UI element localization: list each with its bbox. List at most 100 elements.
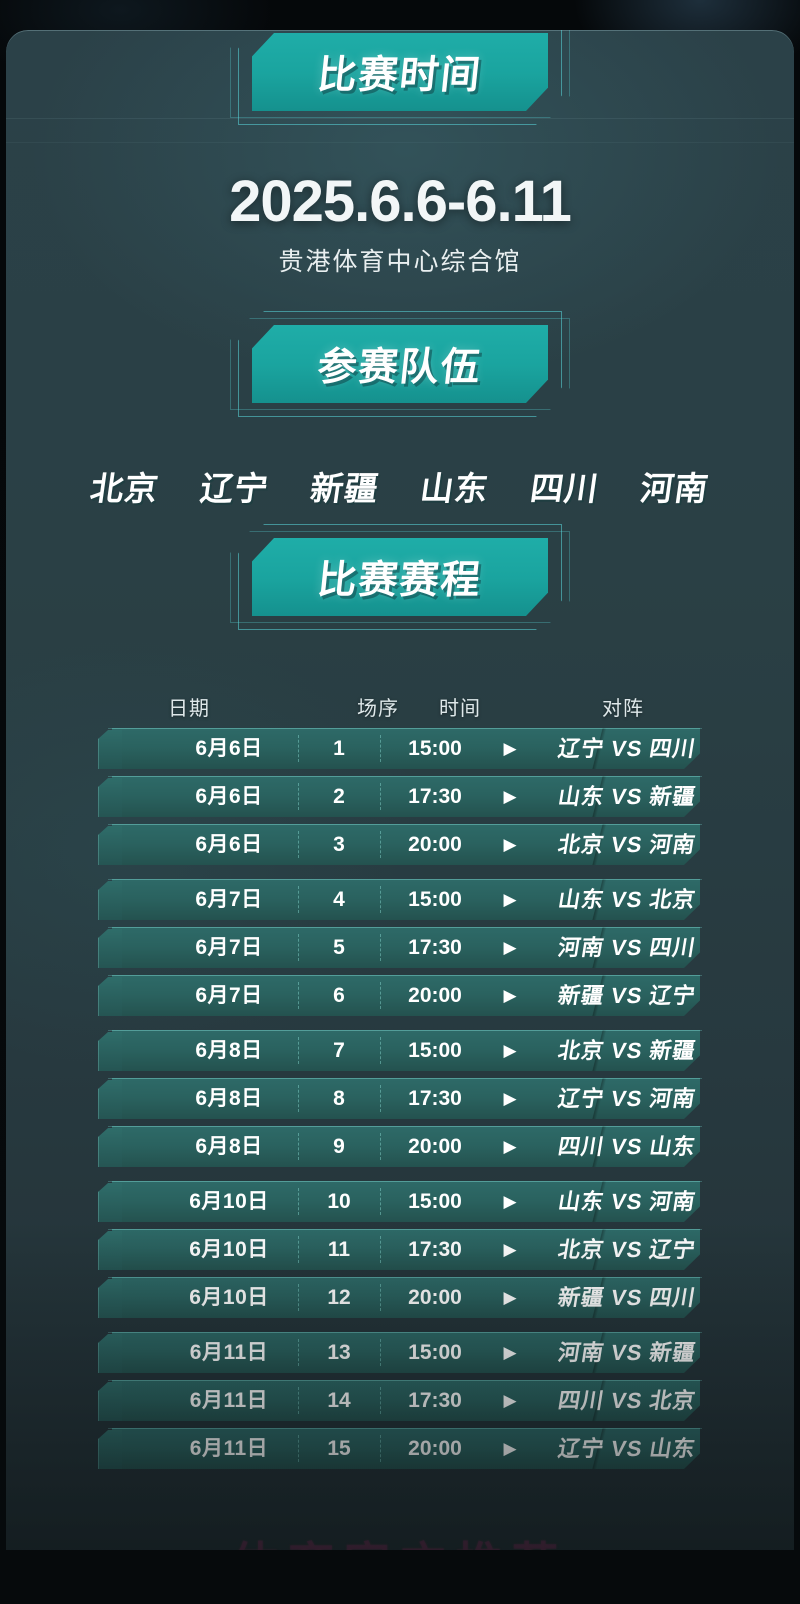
- cell-time: 15:00: [408, 737, 462, 760]
- section-title-schedule: 比赛赛程: [315, 559, 484, 602]
- table-row[interactable]: 6月7日 5 17:30 ▶ 河南 VS 四川: [98, 927, 714, 968]
- cell-matchup: 河南 VS 新疆: [535, 1332, 719, 1373]
- row-notch-decoration: [98, 826, 122, 865]
- cell-matchup: 辽宁 VS 四川: [535, 728, 719, 769]
- vs-label: VS: [609, 1134, 645, 1159]
- team-home: 辽宁: [556, 1086, 607, 1111]
- badge-fill: [252, 325, 548, 403]
- vs-label: VS: [609, 784, 645, 809]
- team-name: 河南: [638, 470, 712, 507]
- table-row[interactable]: 6月10日 11 17:30 ▶ 北京 VS 辽宁: [98, 1229, 714, 1270]
- cell-matchup: 山东 VS 河南: [535, 1181, 719, 1222]
- cell-matchup: 北京 VS 新疆: [535, 1030, 719, 1071]
- cell-date: 6月6日: [195, 785, 263, 808]
- row-background: [112, 1380, 700, 1421]
- play-triangle-icon: ▶: [503, 1439, 517, 1458]
- cell-time: 20:00: [408, 1286, 462, 1309]
- table-row[interactable]: 6月8日 7 15:00 ▶ 北京 VS 新疆: [98, 1030, 714, 1071]
- cell-match-number: 13: [327, 1341, 351, 1364]
- table-row[interactable]: 6月11日 13 15:00 ▶ 河南 VS 新疆: [98, 1332, 714, 1373]
- team-home: 山东: [556, 887, 607, 912]
- cell-date: 6月8日: [195, 1135, 263, 1158]
- cell-matchup: 北京 VS 河南: [535, 824, 719, 865]
- vs-label: VS: [609, 736, 645, 761]
- cell-date: 6月7日: [195, 984, 263, 1007]
- play-triangle-icon: ▶: [503, 1041, 517, 1060]
- table-row[interactable]: 6月6日 3 20:00 ▶ 北京 VS 河南: [98, 824, 714, 865]
- table-row[interactable]: 6月7日 4 15:00 ▶ 山东 VS 北京: [98, 879, 714, 920]
- cell-match-number: 10: [327, 1190, 351, 1213]
- play-triangle-icon: ▶: [503, 1089, 517, 1108]
- table-row[interactable]: 6月7日 6 20:00 ▶ 新疆 VS 辽宁: [98, 975, 714, 1016]
- column-divider: [298, 1339, 299, 1366]
- event-venue: 贵港体育中心综合馆: [278, 248, 522, 276]
- play-triangle-icon: ▶: [503, 1391, 517, 1410]
- team-name: 北京: [88, 470, 162, 507]
- team-away: 四川: [647, 935, 698, 960]
- cell-match-number: 7: [333, 1039, 345, 1062]
- team-name: 山东: [418, 470, 492, 507]
- vs-label: VS: [609, 1038, 645, 1063]
- cell-time: 20:00: [408, 1437, 462, 1460]
- cell-match-number: 6: [333, 984, 345, 1007]
- schedule-day-group: 6月10日 10 15:00 ▶ 山东 VS 河南 6月10日 11 17:30 ▶ 北京 VS 辽宁 6月…: [98, 1181, 714, 1318]
- table-row[interactable]: 6月11日 14 17:30 ▶ 四川 VS 北京: [98, 1380, 714, 1421]
- cell-time: 15:00: [408, 1190, 462, 1213]
- team-away: 新疆: [647, 1038, 698, 1063]
- column-divider: [298, 1284, 299, 1311]
- column-divider: [380, 735, 381, 762]
- vs-label: VS: [609, 1436, 645, 1461]
- team-home: 四川: [556, 1388, 607, 1413]
- cell-match-number: 11: [327, 1238, 351, 1261]
- cell-time: 17:30: [408, 1238, 462, 1261]
- column-divider: [380, 1236, 381, 1263]
- column-divider: [380, 934, 381, 961]
- event-date-range: 2025.6.6-6.11: [229, 169, 572, 234]
- badge-frame-outer: [238, 30, 562, 125]
- team-away: 四川: [647, 736, 698, 761]
- cell-match-number: 4: [333, 888, 345, 911]
- cell-date: 6月11日: [189, 1389, 269, 1412]
- play-triangle-icon: ▶: [503, 1288, 517, 1307]
- cell-date: 6月7日: [195, 936, 263, 959]
- column-divider: [298, 886, 299, 913]
- row-background: [112, 1428, 700, 1469]
- cell-date: 6月6日: [195, 833, 263, 856]
- table-row[interactable]: 6月6日 2 17:30 ▶ 山东 VS 新疆: [98, 776, 714, 817]
- cell-matchup: 辽宁 VS 河南: [535, 1078, 719, 1119]
- column-divider: [298, 1133, 299, 1160]
- cell-date: 6月10日: [189, 1190, 269, 1213]
- row-background: [112, 1332, 700, 1373]
- cell-time: 17:30: [408, 785, 462, 808]
- table-row[interactable]: 6月10日 10 15:00 ▶ 山东 VS 河南: [98, 1181, 714, 1222]
- team-name: 新疆: [308, 470, 382, 507]
- cell-date: 6月8日: [195, 1087, 263, 1110]
- cell-match-number: 8: [333, 1087, 345, 1110]
- table-row[interactable]: 6月8日 9 20:00 ▶ 四川 VS 山东: [98, 1126, 714, 1167]
- team-home: 辽宁: [556, 736, 607, 761]
- decorative-hairline: [6, 142, 794, 143]
- section-title-time: 比赛时间: [315, 54, 484, 97]
- table-row[interactable]: 6月10日 12 20:00 ▶ 新疆 VS 四川: [98, 1277, 714, 1318]
- team-home: 新疆: [556, 1285, 607, 1310]
- row-background: [112, 879, 700, 920]
- column-divider: [298, 831, 299, 858]
- cell-time: 15:00: [408, 1039, 462, 1062]
- row-notch-decoration: [98, 1382, 122, 1421]
- table-row[interactable]: 6月6日 1 15:00 ▶ 辽宁 VS 四川: [98, 728, 714, 769]
- vs-label: VS: [609, 1237, 645, 1262]
- team-home: 北京: [556, 1038, 607, 1063]
- cell-time: 15:00: [408, 1341, 462, 1364]
- schedule-table-header: 日期 场序 时间 对阵: [102, 692, 710, 722]
- team-home: 辽宁: [556, 1436, 607, 1461]
- row-background: [112, 1229, 700, 1270]
- row-background: [112, 1277, 700, 1318]
- badge-frame-inner: [230, 30, 570, 118]
- row-background: [112, 1126, 700, 1167]
- poster-panel: 比赛时间 2025.6.6-6.11 贵港体育中心综合馆 参赛队伍 北京 辽宁 新疆…: [6, 30, 794, 1550]
- vs-label: VS: [609, 935, 645, 960]
- table-row[interactable]: 6月8日 8 17:30 ▶ 辽宁 VS 河南: [98, 1078, 714, 1119]
- table-row[interactable]: 6月11日 15 20:00 ▶ 辽宁 VS 山东: [98, 1428, 714, 1469]
- play-triangle-icon: ▶: [503, 1240, 517, 1259]
- row-notch-decoration: [98, 1231, 122, 1270]
